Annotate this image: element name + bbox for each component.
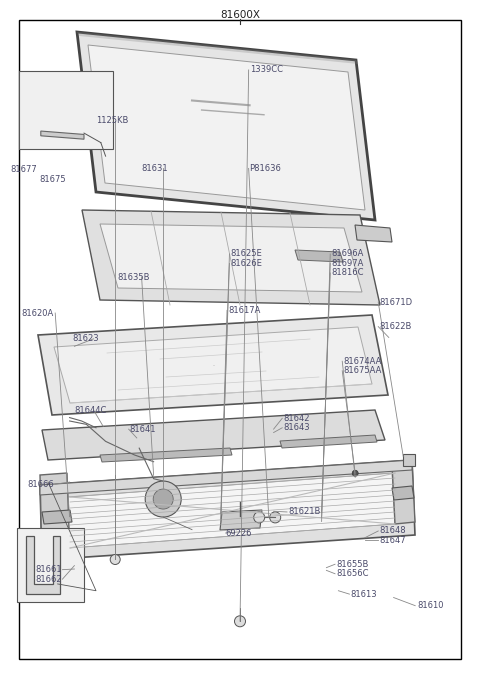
Text: 81697A: 81697A <box>331 259 363 268</box>
Text: 81671D: 81671D <box>379 297 412 307</box>
Text: 81675: 81675 <box>40 175 66 185</box>
Polygon shape <box>88 45 365 210</box>
Polygon shape <box>77 32 375 220</box>
Text: 81626E: 81626E <box>230 259 262 268</box>
Bar <box>19 71 113 149</box>
Polygon shape <box>40 473 70 560</box>
Polygon shape <box>38 315 388 415</box>
Text: 81644C: 81644C <box>74 405 107 415</box>
Bar <box>403 454 415 466</box>
Polygon shape <box>41 131 84 139</box>
Text: 81655B: 81655B <box>336 559 368 569</box>
Text: 81620A: 81620A <box>21 308 53 318</box>
Text: 81621B: 81621B <box>288 507 320 517</box>
Polygon shape <box>26 536 60 594</box>
Text: 81647: 81647 <box>379 536 406 545</box>
Polygon shape <box>78 33 357 62</box>
Text: 81622B: 81622B <box>379 322 411 331</box>
Polygon shape <box>392 486 414 500</box>
Polygon shape <box>355 225 392 242</box>
Polygon shape <box>79 35 359 64</box>
Text: 81641: 81641 <box>130 424 156 434</box>
Text: 81613: 81613 <box>350 589 377 599</box>
Polygon shape <box>77 32 357 61</box>
Circle shape <box>270 512 281 523</box>
Polygon shape <box>100 224 362 292</box>
Text: 81677: 81677 <box>11 165 37 175</box>
Text: 81696A: 81696A <box>331 249 363 259</box>
Circle shape <box>145 481 181 517</box>
Polygon shape <box>67 473 395 548</box>
Text: 81648: 81648 <box>379 526 406 536</box>
Text: 81662: 81662 <box>35 574 61 584</box>
Text: P81636: P81636 <box>250 164 281 173</box>
Polygon shape <box>42 510 72 524</box>
Text: 81666: 81666 <box>28 479 55 489</box>
Polygon shape <box>392 462 415 524</box>
Polygon shape <box>78 34 358 63</box>
Text: 81635B: 81635B <box>118 272 150 282</box>
Text: 81674AA: 81674AA <box>343 356 382 366</box>
Polygon shape <box>54 327 372 403</box>
Text: 81625E: 81625E <box>230 249 262 259</box>
Polygon shape <box>280 435 377 448</box>
Polygon shape <box>295 250 343 262</box>
Text: 81623: 81623 <box>72 334 98 344</box>
Polygon shape <box>100 448 232 462</box>
Text: 81642: 81642 <box>283 414 310 423</box>
Polygon shape <box>82 210 380 305</box>
Circle shape <box>352 471 358 476</box>
Polygon shape <box>42 410 385 460</box>
Text: 81816C: 81816C <box>331 268 364 278</box>
Text: 81600X: 81600X <box>220 10 260 20</box>
Circle shape <box>153 489 173 509</box>
Polygon shape <box>40 460 415 560</box>
Circle shape <box>254 512 264 523</box>
Text: 81675AA: 81675AA <box>343 366 382 375</box>
Text: 81643: 81643 <box>283 423 310 433</box>
Text: 69226: 69226 <box>226 528 252 538</box>
Text: 81656C: 81656C <box>336 569 369 579</box>
Bar <box>17 528 84 602</box>
Polygon shape <box>220 510 262 530</box>
Circle shape <box>235 616 245 627</box>
Text: 1125KB: 1125KB <box>96 116 128 126</box>
Circle shape <box>110 555 120 564</box>
Text: 1339CC: 1339CC <box>250 65 283 75</box>
Text: 81661: 81661 <box>35 565 61 574</box>
Text: 81617A: 81617A <box>228 306 260 315</box>
Text: 81631: 81631 <box>142 164 168 173</box>
Polygon shape <box>40 460 412 495</box>
Text: 81610: 81610 <box>418 601 444 610</box>
